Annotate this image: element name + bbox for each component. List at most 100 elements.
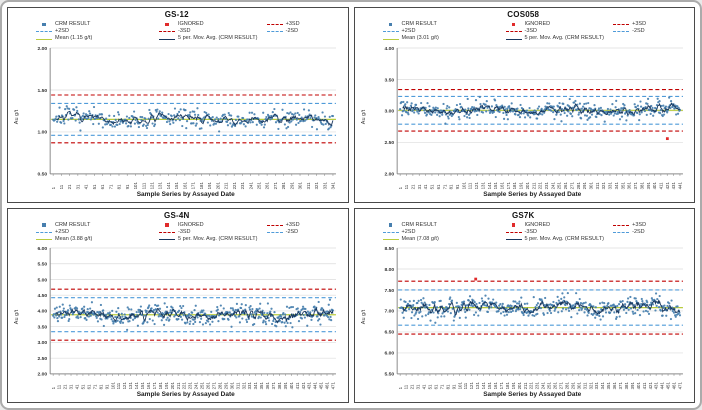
x-tick-label: 261: [563, 181, 568, 189]
x-tick-label: 121: [469, 382, 474, 390]
x-tick-label: 391: [630, 382, 635, 390]
x-tick-label: 21: [68, 184, 73, 189]
x-tick-label: 281: [576, 181, 581, 189]
x-tick-label: 211: [176, 382, 181, 390]
x-tick-label: 1: [51, 186, 56, 189]
legend-row: +2SD -3SD -2SD: [36, 28, 344, 35]
x-tick-label: 391: [283, 382, 288, 390]
legend-spacer: [613, 35, 690, 42]
legend-label: 5 per. Mov. Avg. (CRM RESULT): [178, 35, 258, 42]
x-tick-label: 71: [442, 184, 447, 189]
chart-panel-gs12: GS-12 CRM RESULT IGNORED +3SD +2SD -3SD …: [7, 7, 349, 203]
x-tick-label: 291: [290, 181, 295, 189]
x-tick-label: 271: [569, 181, 574, 189]
x-tick-label: 211: [224, 181, 229, 189]
x-tick-label: 331: [248, 382, 253, 390]
legend-item-crm-result: CRM RESULT: [383, 21, 506, 28]
x-tick-label: 301: [576, 382, 581, 390]
legend-item-minus2sd: -2SD: [613, 229, 690, 236]
x-tick-label: 81: [117, 184, 122, 189]
minus-2sd-line-icon: [613, 31, 630, 33]
chart-panel-gs4n: GS-4N CRM RESULT IGNORED +3SD +2SD -3SD …: [7, 207, 349, 403]
x-tick-label: 421: [301, 382, 306, 390]
x-tick-label: 141: [481, 382, 486, 390]
x-tick-label: 11: [404, 384, 409, 389]
x-tick-label: 121: [123, 382, 128, 390]
x-tick-label: 311: [236, 382, 241, 390]
legend-item-plus2sd: +2SD: [36, 229, 159, 236]
x-tick-label: 341: [331, 181, 336, 189]
x-tick-label: 211: [523, 382, 528, 390]
y-axis-title: Au g/t: [14, 109, 21, 124]
y-tick-labels: 2.00 1.50 1.00 0.50: [38, 45, 48, 177]
legend-item-ignored: IGNORED: [506, 21, 614, 28]
legend-item-crm-result: CRM RESULT: [36, 222, 159, 229]
x-tick-label: 321: [314, 181, 319, 189]
x-tick-label: 371: [633, 181, 638, 189]
x-tick-label: 381: [639, 181, 644, 189]
x-tick-label: 31: [69, 384, 74, 389]
x-axis-title: Sample Series by Assayed Date: [483, 190, 582, 198]
y-axis-title: Au g/t: [360, 109, 367, 124]
x-tick-label: 351: [259, 382, 264, 390]
y-tick-label: 7.50: [384, 288, 394, 294]
legend-label: +2SD: [401, 28, 416, 35]
crm-result-marker-icon: [42, 22, 46, 27]
legend-item-moving-average: 5 per. Mov. Avg. (CRM RESULT): [505, 35, 614, 42]
x-tick-label: 241: [249, 181, 254, 189]
crm-result-marker-icon: [42, 223, 46, 227]
x-tick-label: 31: [76, 184, 81, 189]
x-tick-label: 251: [257, 181, 262, 189]
moving-average-line-icon: [505, 239, 522, 240]
x-tick-label: 61: [101, 184, 106, 189]
x-tick-label: 21: [410, 384, 415, 389]
control-chart-plot: 8.508.007.507.006.506.005.501 11 21 31 41 51 6…: [384, 246, 683, 390]
y-tick-labels: 6.00 5.50 5.00 4.50 4.00 3.50 3.00 2.50 2.00: [38, 246, 48, 378]
x-tick-label: 411: [642, 382, 647, 390]
legend-item-mean: Mean (3.01 g/t): [382, 35, 506, 42]
legend-item-mean: Mean (3.88 g/t): [36, 236, 159, 243]
moving-average-line-icon: [159, 38, 175, 40]
x-tick-label: 421: [648, 382, 653, 390]
ignored-marker-icon: [511, 223, 516, 227]
x-tick-label: 461: [325, 382, 330, 390]
chart-title: GS7K: [511, 210, 535, 220]
moving-average-line: [402, 102, 681, 116]
x-tick-label: 61: [87, 384, 92, 389]
x-tick-label: 421: [665, 181, 670, 189]
legend-row: Mean (7.08 g/t) 5 per. Mov. Avg. (CRM RE…: [382, 236, 691, 243]
legend-item-plus3sd: +3SD: [266, 21, 344, 28]
moving-average-line: [56, 110, 334, 126]
control-chart-plot: 2.001.501.000.501 11 21 31 41 51 61 71 81 91 101 11…: [38, 45, 337, 189]
y-tick-label: 3.50: [384, 77, 394, 83]
legend-spacer: [267, 236, 344, 243]
legend-label: +2SD: [401, 228, 416, 235]
x-tick-label: 71: [93, 384, 98, 389]
x-tick-label: 201: [216, 181, 221, 189]
x-tick-label: 41: [84, 184, 89, 189]
x-tick-label: 61: [436, 184, 441, 189]
plus-2sd-line-icon: [382, 31, 399, 33]
control-chart-plot: 4.003.503.002.502.001 11 21 31 41 51 61 71 81 91 1…: [384, 45, 683, 189]
y-tick-label: 6.00: [38, 246, 48, 252]
x-tick-label: 121: [150, 181, 155, 189]
x-tick-label: 311: [595, 181, 600, 189]
x-tick-label: 171: [499, 382, 504, 390]
x-tick-label: 191: [518, 181, 523, 189]
x-tick-label: 171: [506, 181, 511, 189]
legend-item-mean: Mean (1.15 g/t): [36, 35, 159, 42]
x-tick-label: 41: [423, 184, 428, 189]
plus-2sd-line-icon: [36, 31, 52, 33]
x-tick-label: 1: [51, 387, 56, 390]
x-tick-label: 141: [487, 181, 492, 189]
ignored-marker-icon: [511, 22, 516, 27]
x-tick-label: 201: [525, 181, 530, 189]
x-tick-label: 111: [117, 382, 122, 389]
x-tick-label: 391: [646, 181, 651, 189]
x-axis-title: Sample Series by Assayed Date: [136, 190, 235, 198]
minus-3sd-line-icon: [159, 231, 175, 233]
y-tick-label: 6.50: [384, 330, 394, 336]
x-tick-label: 131: [475, 382, 480, 390]
x-tick-label: 371: [618, 382, 623, 390]
